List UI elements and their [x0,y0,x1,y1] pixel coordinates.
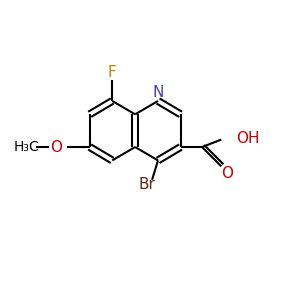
Text: O: O [221,166,233,181]
Text: N: N [152,85,164,100]
Text: OH: OH [236,130,260,146]
Text: F: F [108,65,117,80]
Text: Br: Br [139,177,155,192]
Text: H₃C: H₃C [14,140,40,154]
Text: O: O [50,140,62,154]
